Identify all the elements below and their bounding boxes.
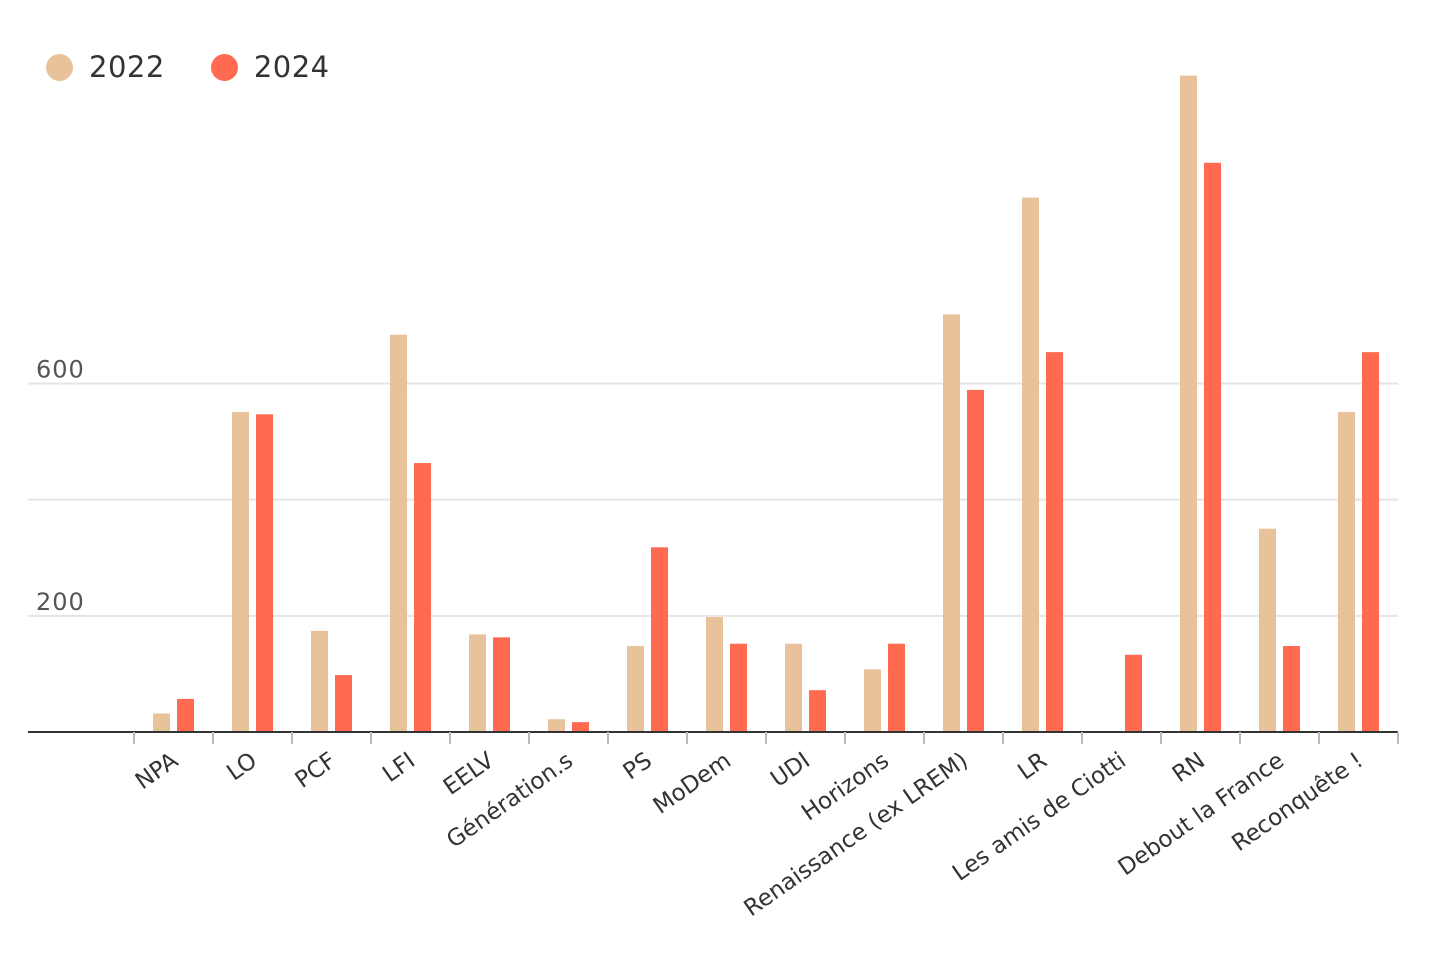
bar-2022-1[interactable] [153,713,170,732]
bar-2022-5[interactable] [469,634,486,732]
y-tick-label-600: 600 [36,356,85,384]
x-tick-label: PS [619,748,657,786]
legend-label-2022: 2022 [89,50,165,84]
bar-2022-9[interactable] [785,643,802,732]
bar-2024-11[interactable] [967,389,984,732]
bar-2024-12[interactable] [1046,352,1063,732]
bar-2022-3[interactable] [311,630,328,732]
bar-2022-4[interactable] [390,334,407,732]
x-tick-label: LR [1013,748,1052,786]
x-tick-label: MoDem [649,748,736,820]
bar-2024-6[interactable] [572,722,589,732]
bar-2022-12[interactable] [1022,197,1039,733]
x-tick-label: PCF [291,748,341,794]
x-tick-label: RN [1168,748,1210,788]
bar-2024-14[interactable] [1204,162,1221,733]
legend: 2022 2024 [46,50,376,84]
legend-swatch-2022 [46,53,73,81]
bar-2024-13[interactable] [1125,654,1142,732]
bar-2024-4[interactable] [414,463,431,732]
bar-2024-16[interactable] [1362,352,1379,732]
bar-2022-16[interactable] [1338,411,1355,732]
x-tick-label: Reconquête ! [1227,748,1368,857]
bar-2022-14[interactable] [1180,75,1197,733]
bar-2024-7[interactable] [651,547,668,732]
bar-2024-9[interactable] [809,690,826,732]
bar-2022-8[interactable] [706,616,723,732]
bars [153,75,1379,733]
legend-label-2024: 2024 [253,50,330,84]
bar-2024-2[interactable] [256,414,273,732]
bar-2022-2[interactable] [232,411,249,732]
bar-2024-8[interactable] [730,643,747,732]
bar-2024-5[interactable] [493,637,510,732]
bar-2022-7[interactable] [627,646,644,732]
bar-2024-3[interactable] [335,675,352,732]
legend-item-2022[interactable]: 2022 [46,50,165,84]
x-tick-label: LFI [378,748,420,788]
x-tick-label: UDI [766,748,815,793]
bar-2022-15[interactable] [1259,528,1276,732]
bar-2022-11[interactable] [943,314,960,732]
x-tick-label: NPA [131,747,183,794]
bar-2024-10[interactable] [888,643,905,732]
y-tick-label-200: 200 [36,588,85,616]
legend-swatch-2024 [210,53,238,81]
bar-2022-10[interactable] [864,669,881,732]
legend-item-2024[interactable]: 2024 [210,50,330,84]
bar-2024-1[interactable] [177,698,194,732]
bar-2022-6[interactable] [548,719,565,732]
x-axis [28,731,1399,744]
y-axis-tick-labels: 200 600 [36,356,85,616]
bar-2024-15[interactable] [1283,646,1300,732]
x-tick-label: LO [222,748,262,787]
x-tick-label: EELV [439,747,499,800]
